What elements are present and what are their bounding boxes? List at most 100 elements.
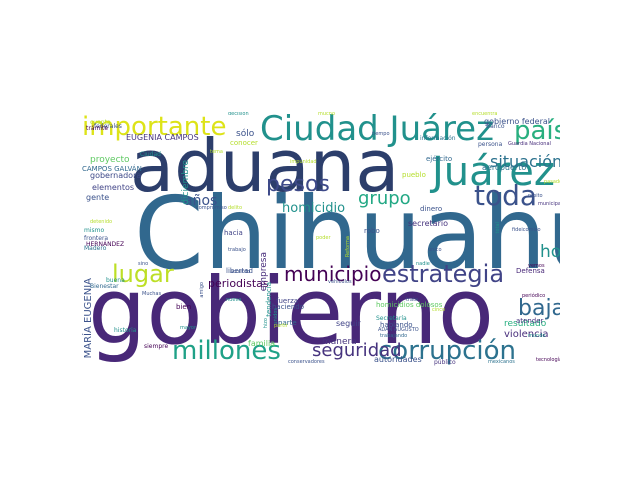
word-parte: parte bbox=[278, 319, 297, 327]
word-anos: años bbox=[184, 193, 218, 209]
word-acuerdo: acuerdo bbox=[230, 269, 251, 275]
word-trabajando: trabajando bbox=[380, 333, 408, 339]
word-decision: decisión bbox=[228, 112, 249, 117]
word-lugar: lugar bbox=[112, 260, 174, 288]
word-aeropuerto: aeropuerto bbox=[482, 163, 527, 172]
word-reforma: Reforma bbox=[345, 236, 351, 258]
word-grupo: grupo bbox=[358, 188, 411, 209]
word-solo: sólo bbox=[236, 129, 255, 139]
word-violencia: violencia bbox=[504, 329, 549, 340]
word-periodistas: periodistas bbox=[208, 277, 269, 290]
word-mexicanos: mexicanos bbox=[488, 359, 515, 365]
word-secretario: secretario bbox=[408, 219, 448, 228]
word-seguir: seguir bbox=[336, 319, 361, 328]
word-guardia-nacional: Guardia Nacional bbox=[508, 141, 551, 147]
word-familia: familia bbox=[248, 339, 276, 348]
word-muchas: Muchas bbox=[142, 291, 162, 297]
word-haciendo: haciendo bbox=[272, 303, 304, 311]
word-total: total bbox=[495, 222, 501, 234]
word-conservadores: conservadores bbox=[288, 359, 325, 365]
word-siempre: siempre bbox=[144, 343, 169, 350]
word-tecnologia: tecnología bbox=[536, 357, 560, 363]
word-cuenta: cuenta bbox=[90, 119, 111, 126]
word-cinco: cinco bbox=[432, 307, 446, 313]
word-eugenia-campos: EUGENIA CAMPOS bbox=[126, 133, 199, 142]
word-resultado: resultado bbox=[504, 319, 547, 329]
word-pesos: pesos bbox=[266, 172, 330, 197]
word-detenido: detenido bbox=[90, 219, 113, 225]
word-banco: Banco bbox=[486, 123, 505, 130]
word-ciudad-juarez: Ciudad Juárez bbox=[260, 112, 494, 149]
word-periodico: periódico bbox=[522, 293, 546, 299]
word-amigo: amigo bbox=[199, 282, 205, 298]
word-dinero: dinero bbox=[420, 205, 443, 213]
word-partir: partir bbox=[274, 323, 288, 329]
word-hizo: hizo bbox=[263, 318, 269, 329]
word-tendencia: tendencia bbox=[265, 282, 273, 317]
word-proyecto: proyecto bbox=[90, 155, 130, 165]
word-vemos: vemos bbox=[528, 263, 545, 269]
word-mayor: mayor bbox=[180, 325, 197, 331]
word-municipio: municipio bbox=[284, 262, 382, 286]
word-toda: toda bbox=[474, 179, 538, 212]
word-buena: buena bbox=[106, 277, 125, 284]
word-sino: sino bbox=[138, 261, 149, 267]
word-repito: repito bbox=[528, 193, 543, 199]
word-gobernadora: gobernadora bbox=[90, 171, 142, 180]
word-mundo: mundo bbox=[528, 333, 546, 339]
word-chihuahua: Chihuahua bbox=[134, 175, 560, 292]
word-gobierno-federal: gobierno federal bbox=[484, 117, 551, 126]
word-bienestar: Bienestar bbox=[90, 283, 119, 290]
word-autoridades: autoridades bbox=[374, 355, 422, 364]
word-pueblo: pueblo bbox=[402, 171, 426, 179]
word-diciembre: diciembre bbox=[181, 160, 191, 205]
word-adan-augusto: ADÁN AUGUSTO bbox=[378, 327, 419, 333]
word-tema: tema bbox=[210, 149, 223, 155]
word-unico: único bbox=[428, 247, 442, 253]
word-tiempo: tiempo bbox=[372, 131, 390, 137]
word-mismo: mismo bbox=[84, 227, 105, 234]
word-libertad: libertad bbox=[226, 267, 253, 275]
word-hernandez: HERNÁNDEZ bbox=[86, 241, 125, 248]
word-gobierno: gobierno bbox=[88, 258, 495, 365]
word-hacia: hacia bbox=[224, 229, 243, 237]
word-fuerza: fuerza bbox=[276, 297, 299, 305]
word-compromiso: compromiso bbox=[196, 205, 227, 211]
word-impunidad: impunidad bbox=[290, 159, 317, 165]
word-encuentra: encuentra bbox=[472, 112, 498, 117]
word-defensa: Defensa bbox=[516, 267, 545, 275]
word-persona: persona bbox=[478, 141, 503, 148]
word-elementos: elementos bbox=[92, 183, 135, 192]
word-publico: público bbox=[434, 359, 456, 366]
word-nueva: nueva bbox=[226, 297, 242, 303]
word-secretaria: Secretaría bbox=[376, 315, 407, 322]
word-tramite: trámite bbox=[86, 125, 109, 132]
word-juarez: Juárez bbox=[432, 149, 555, 195]
word-historia: historia bbox=[114, 327, 137, 334]
word-trata: trata bbox=[406, 297, 419, 303]
word-madero: Madero bbox=[84, 245, 107, 252]
word-homicidios-dolosos: homicidios dolosos bbox=[376, 301, 443, 309]
word-ciudad: Ciudad bbox=[140, 151, 161, 158]
word-hablando: hablando bbox=[380, 321, 413, 329]
word-nadie: nadie bbox=[416, 261, 430, 267]
word-pais: país bbox=[514, 116, 560, 146]
word-estrategia: estrategia bbox=[382, 260, 505, 288]
word-corrupcion: corrupción bbox=[378, 336, 517, 366]
word-mucho: mucho bbox=[318, 112, 336, 117]
word-delito: delito bbox=[228, 205, 243, 211]
word-manera: manera bbox=[322, 337, 357, 347]
word-gente: gente bbox=[86, 193, 110, 202]
word-robo: robo bbox=[364, 227, 380, 235]
word-baja: baja bbox=[518, 296, 560, 321]
word-fideicomiso: fideicomiso bbox=[512, 227, 541, 233]
word-importante: importante bbox=[82, 112, 227, 142]
word-poder: poder bbox=[316, 235, 331, 241]
word-aduana: aduana bbox=[130, 124, 400, 208]
word-vehiculos: vehículos bbox=[328, 279, 352, 285]
word-informacion: información bbox=[420, 135, 456, 142]
word-bien: bien bbox=[176, 303, 192, 311]
word-atender: atender bbox=[516, 317, 544, 325]
word-trabajo: trabajo bbox=[228, 247, 246, 253]
